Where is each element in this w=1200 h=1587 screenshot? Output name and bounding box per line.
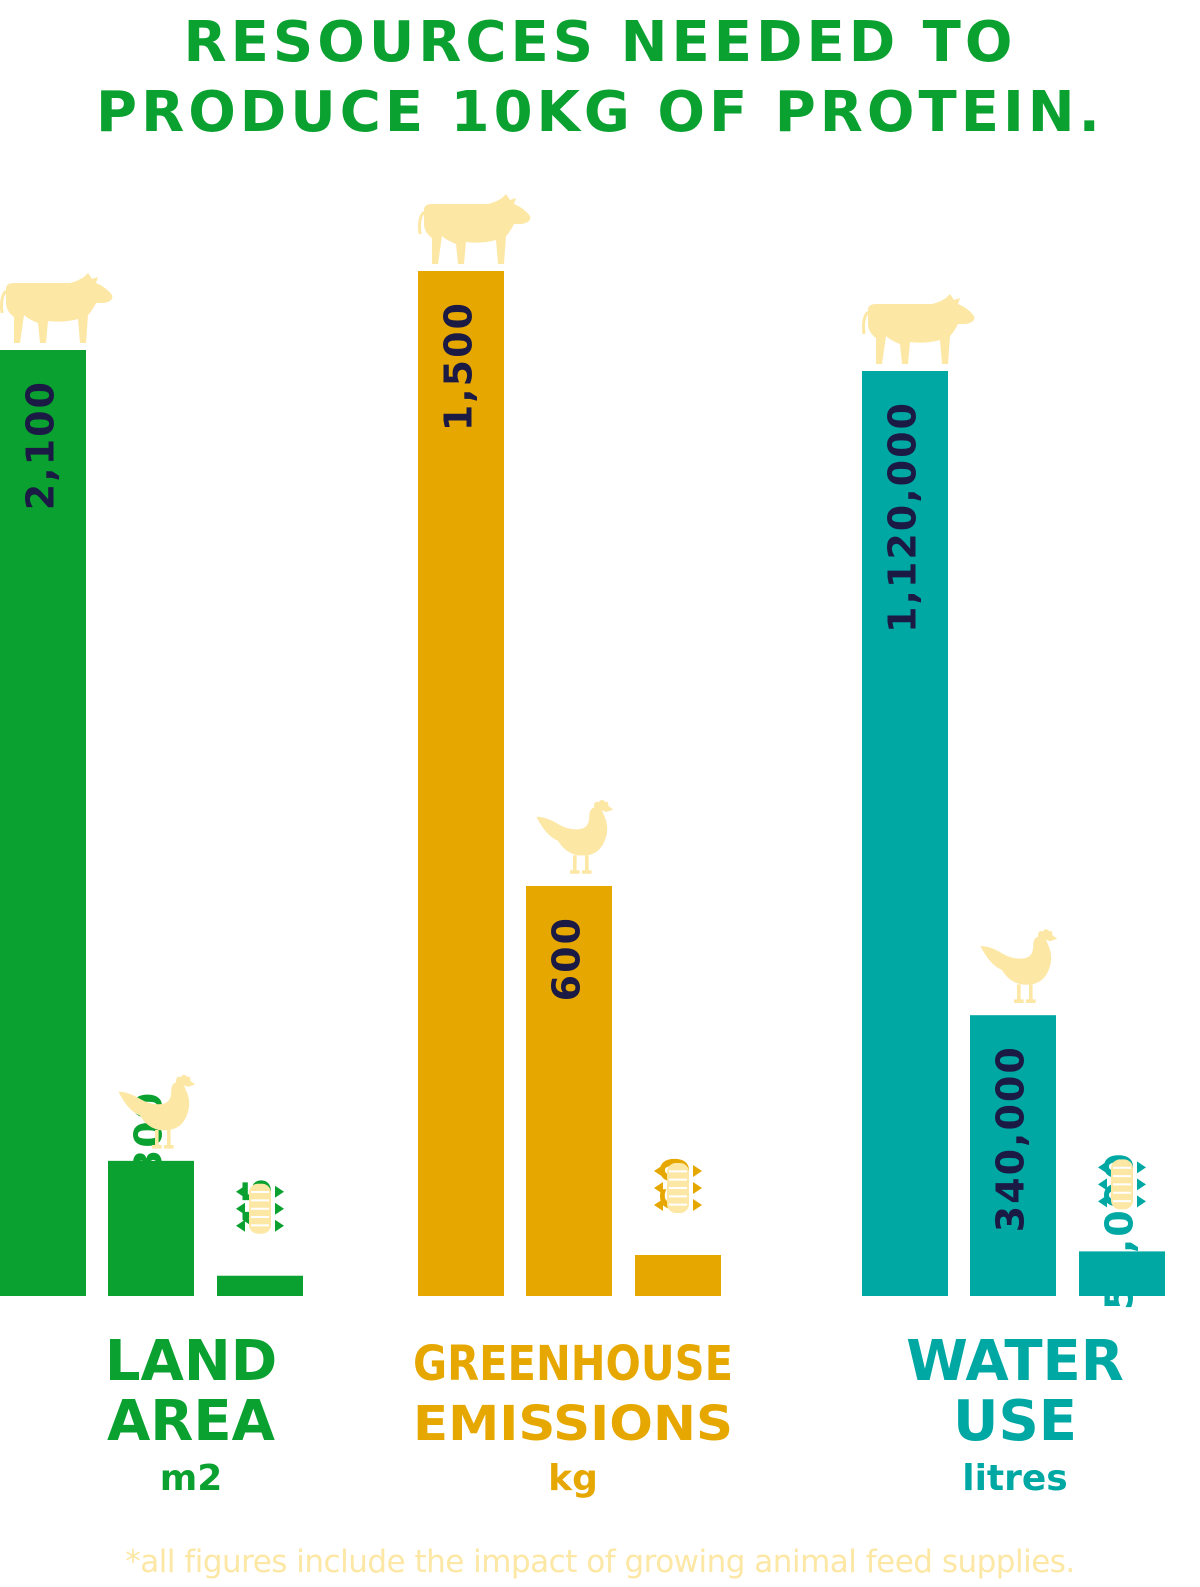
- insect-icon: [654, 1163, 702, 1213]
- footnote: *all figures include the impact of growi…: [125, 1544, 1075, 1580]
- chicken-icon: [536, 800, 614, 874]
- bar-insect: [217, 1275, 303, 1296]
- group-label-line: WATER: [906, 1329, 1124, 1394]
- title-line-2: PRODUCE 10KG OF PROTEIN.: [96, 80, 1104, 145]
- group-label-line: LAND: [105, 1329, 277, 1394]
- bar-cow: [418, 271, 504, 1296]
- bar-cow: [0, 350, 86, 1296]
- bar-group-1: 2,10030045LANDAREAm2: [0, 350, 303, 1499]
- bar-chicken: [526, 886, 612, 1296]
- insect-icon: [236, 1183, 284, 1234]
- bar-insect: [635, 1255, 721, 1296]
- cow-icon: [0, 273, 113, 343]
- unit-label: kg: [548, 1458, 598, 1499]
- title-line-1: RESOURCES NEEDED TO: [183, 10, 1017, 75]
- value-label: 2,100: [19, 380, 63, 510]
- chicken-icon: [118, 1074, 196, 1149]
- cow-icon: [418, 194, 531, 264]
- bar-chicken: [108, 1160, 194, 1296]
- chart-title: RESOURCES NEEDED TO PRODUCE 10KG OF PROT…: [0, 8, 1200, 148]
- cow-icon: [862, 294, 975, 364]
- bar-group-2: 1,50060060GREENHOUSEEMISSIONSkg: [413, 271, 733, 1499]
- group-label-line: EMISSIONS: [413, 1396, 733, 1452]
- unit-label: m2: [160, 1458, 223, 1499]
- bar-insect: [1079, 1251, 1165, 1296]
- value-label: 600: [545, 916, 589, 1001]
- unit-label: litres: [962, 1458, 1068, 1499]
- chicken-icon: [980, 929, 1058, 1003]
- value-label: 1,120,000: [881, 401, 925, 633]
- group-label-line: GREENHOUSE: [413, 1336, 733, 1392]
- value-label: 340,000: [989, 1045, 1033, 1232]
- group-label-line: AREA: [107, 1389, 276, 1454]
- bar-cow: [862, 371, 948, 1296]
- insect-icon: [1098, 1159, 1146, 1210]
- value-label: 1,500: [437, 301, 481, 431]
- bar-chicken: [970, 1015, 1056, 1296]
- group-label-line: USE: [953, 1389, 1077, 1454]
